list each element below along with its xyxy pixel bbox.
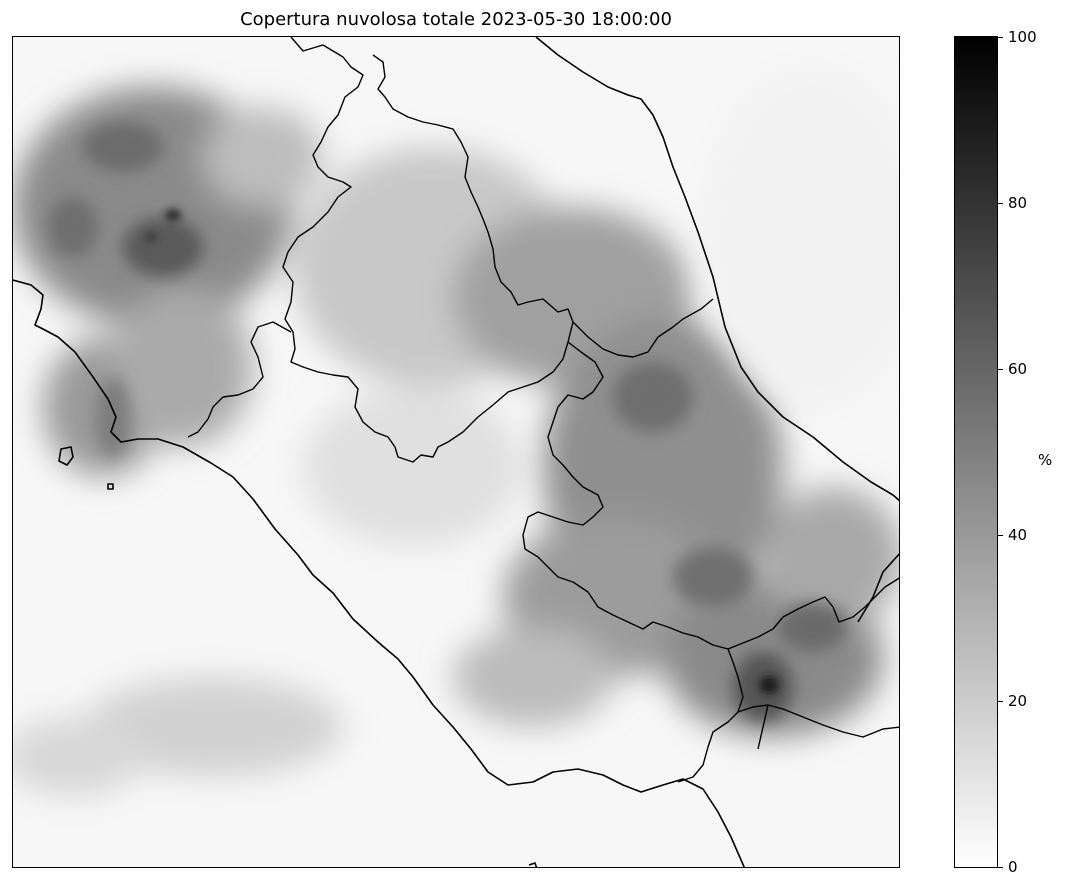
regional-boundaries <box>187 37 899 783</box>
colorbar-tick <box>998 867 1003 868</box>
colorbar-tick-label: 60 <box>1008 360 1028 378</box>
colorbar-tick <box>998 701 1003 702</box>
map-canvas <box>13 37 899 867</box>
cloud-field <box>13 67 899 797</box>
colorbar-tick <box>998 535 1003 536</box>
coastline <box>13 37 899 867</box>
colorbar-tick-label: 80 <box>1008 194 1028 212</box>
colorbar-tick-label: 40 <box>1008 526 1028 544</box>
colorbar-tick <box>998 37 1003 38</box>
colorbar <box>954 36 998 868</box>
colorbar-tick-label: 0 <box>1008 858 1018 876</box>
colorbar-unit-label: % <box>1038 451 1053 469</box>
colorbar-tick-label: 100 <box>1008 28 1037 46</box>
colorbar-tick-label: 20 <box>1008 692 1028 710</box>
colorbar-tick <box>998 369 1003 370</box>
cloud-cover-map[interactable] <box>12 36 900 868</box>
map-title: Copertura nuvolosa totale 2023-05-30 18:… <box>240 9 672 30</box>
colorbar-tick <box>998 203 1003 204</box>
